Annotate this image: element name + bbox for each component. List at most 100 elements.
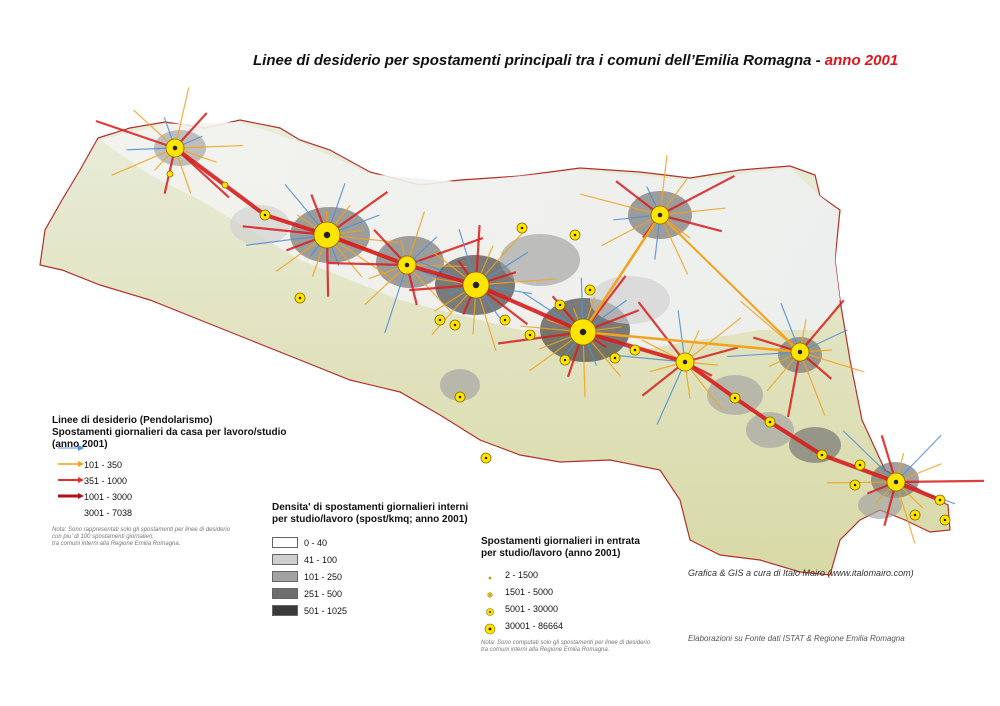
legend-density-label: 501 - 1025 (304, 605, 348, 616)
hub-markers (165, 138, 951, 526)
legend-entrata: Spostamenti giornalieri in entrata per s… (481, 536, 640, 634)
legend-entrata-row: 1501 - 5000 (481, 583, 640, 600)
hub-marker (166, 170, 174, 178)
hub-center (943, 518, 947, 522)
legend-entrata-label: 2 - 1500 (505, 569, 539, 580)
flow-line (786, 351, 802, 418)
legend-entrata-row: 2 - 1500 (481, 566, 640, 583)
flow-line (174, 87, 190, 149)
hub-center (797, 349, 803, 355)
hub-center (938, 498, 942, 502)
flow-line (581, 214, 662, 333)
spine-line (683, 360, 737, 400)
flow-line (174, 144, 243, 149)
legend-density-row: 0 - 40 (272, 534, 468, 551)
density-patch (230, 205, 290, 245)
legend-entrata-row: 30001 - 86664 (481, 617, 640, 634)
hub-marker (221, 181, 229, 189)
hub-center (913, 513, 917, 517)
hub-center (404, 262, 410, 268)
hub-center (820, 453, 824, 457)
hub-center (172, 145, 178, 151)
hub-center (893, 479, 899, 485)
legend-line-row: 101 - 350 (52, 457, 287, 473)
legend-line-row: 1001 - 3000 (52, 489, 287, 505)
flow-line (611, 354, 686, 363)
legend-arrow-icon (78, 493, 84, 499)
flow-line (498, 330, 584, 345)
spine-line (733, 396, 772, 424)
flow-line (799, 351, 865, 373)
flow-line (684, 361, 722, 410)
density-swatch (272, 605, 298, 616)
hub-center (558, 303, 562, 307)
flow-line (242, 225, 328, 237)
flow-line (364, 264, 408, 306)
hub-center (484, 456, 488, 460)
flow-line (406, 264, 467, 268)
density-patch (858, 491, 902, 519)
flow-line (799, 299, 845, 353)
flow-line (895, 479, 985, 484)
flow-line (842, 430, 897, 483)
legend-density-row: 501 - 1025 (272, 602, 468, 619)
hub-center (472, 281, 480, 289)
legend-hub-center (488, 627, 492, 631)
hub-center (579, 328, 587, 336)
density-swatch (272, 588, 298, 599)
legend-arrow-icon (78, 477, 84, 483)
legend-line-row: 351 - 1000 (52, 473, 287, 489)
legend-density-label: 0 - 40 (304, 537, 328, 548)
flow-line (111, 147, 176, 176)
credit-grafica: Grafica & GIS a cura di Italo Mairo (www… (688, 568, 914, 578)
hub-center (438, 318, 442, 322)
legend-line-row: 3001 - 7038 (52, 505, 287, 521)
spine-line (173, 146, 267, 217)
legend-lines-title: Linee di desiderio (Pendolarismo) Sposta… (52, 415, 287, 450)
hub-center (633, 348, 637, 352)
density-swatch (272, 571, 298, 582)
hub-center (682, 359, 688, 365)
density-patch (789, 427, 841, 463)
hub-center (520, 226, 524, 230)
flow-line (406, 237, 484, 267)
spine-line (768, 420, 824, 457)
legend-density: Densita' di spostamenti giornalieri inte… (272, 502, 468, 619)
hub-center (853, 483, 857, 487)
spine-line (326, 233, 408, 267)
legend-entrata-label: 30001 - 86664 (505, 620, 564, 631)
legend-arrow-icon (78, 445, 84, 451)
legend-line-label: 101 - 350 (84, 460, 123, 470)
flow-line (637, 301, 686, 363)
flow-line (659, 214, 689, 275)
legend-density-row: 251 - 500 (272, 585, 468, 602)
flow-line (895, 481, 916, 544)
hub-center (453, 323, 457, 327)
hub-center (733, 396, 737, 400)
legend-density-row: 101 - 250 (272, 568, 468, 585)
flow-line (580, 193, 661, 216)
legend-line-label: 3001 - 7038 (84, 508, 133, 518)
hub-center (263, 213, 267, 217)
title-text: Linee di desiderio per spostamenti princ… (253, 52, 825, 69)
density-swatch (272, 554, 298, 565)
legend-density-label: 101 - 250 (304, 571, 343, 582)
hub-center (588, 288, 592, 292)
legend-density-label: 251 - 500 (304, 588, 343, 599)
legend-hub-symbol (488, 576, 492, 580)
density-patch (500, 234, 580, 286)
flow-line (799, 351, 826, 416)
legend-entrata-title: Spostamenti giornalieri in entrata per s… (481, 536, 640, 559)
legend-density-label: 41 - 100 (304, 554, 338, 565)
density-swatch (272, 537, 298, 548)
hub-center (323, 231, 331, 239)
legend-arrow-icon (78, 461, 84, 467)
legend-density-title: Densita' di spostamenti giornalieri inte… (272, 502, 469, 525)
flow-line (245, 234, 328, 246)
legend-lines: Linee di desiderio (Pendolarismo) Sposta… (52, 415, 287, 521)
flow-line (827, 481, 897, 484)
legend-hub-center (489, 594, 491, 596)
hub-center (528, 333, 532, 337)
hub-center (573, 233, 577, 237)
